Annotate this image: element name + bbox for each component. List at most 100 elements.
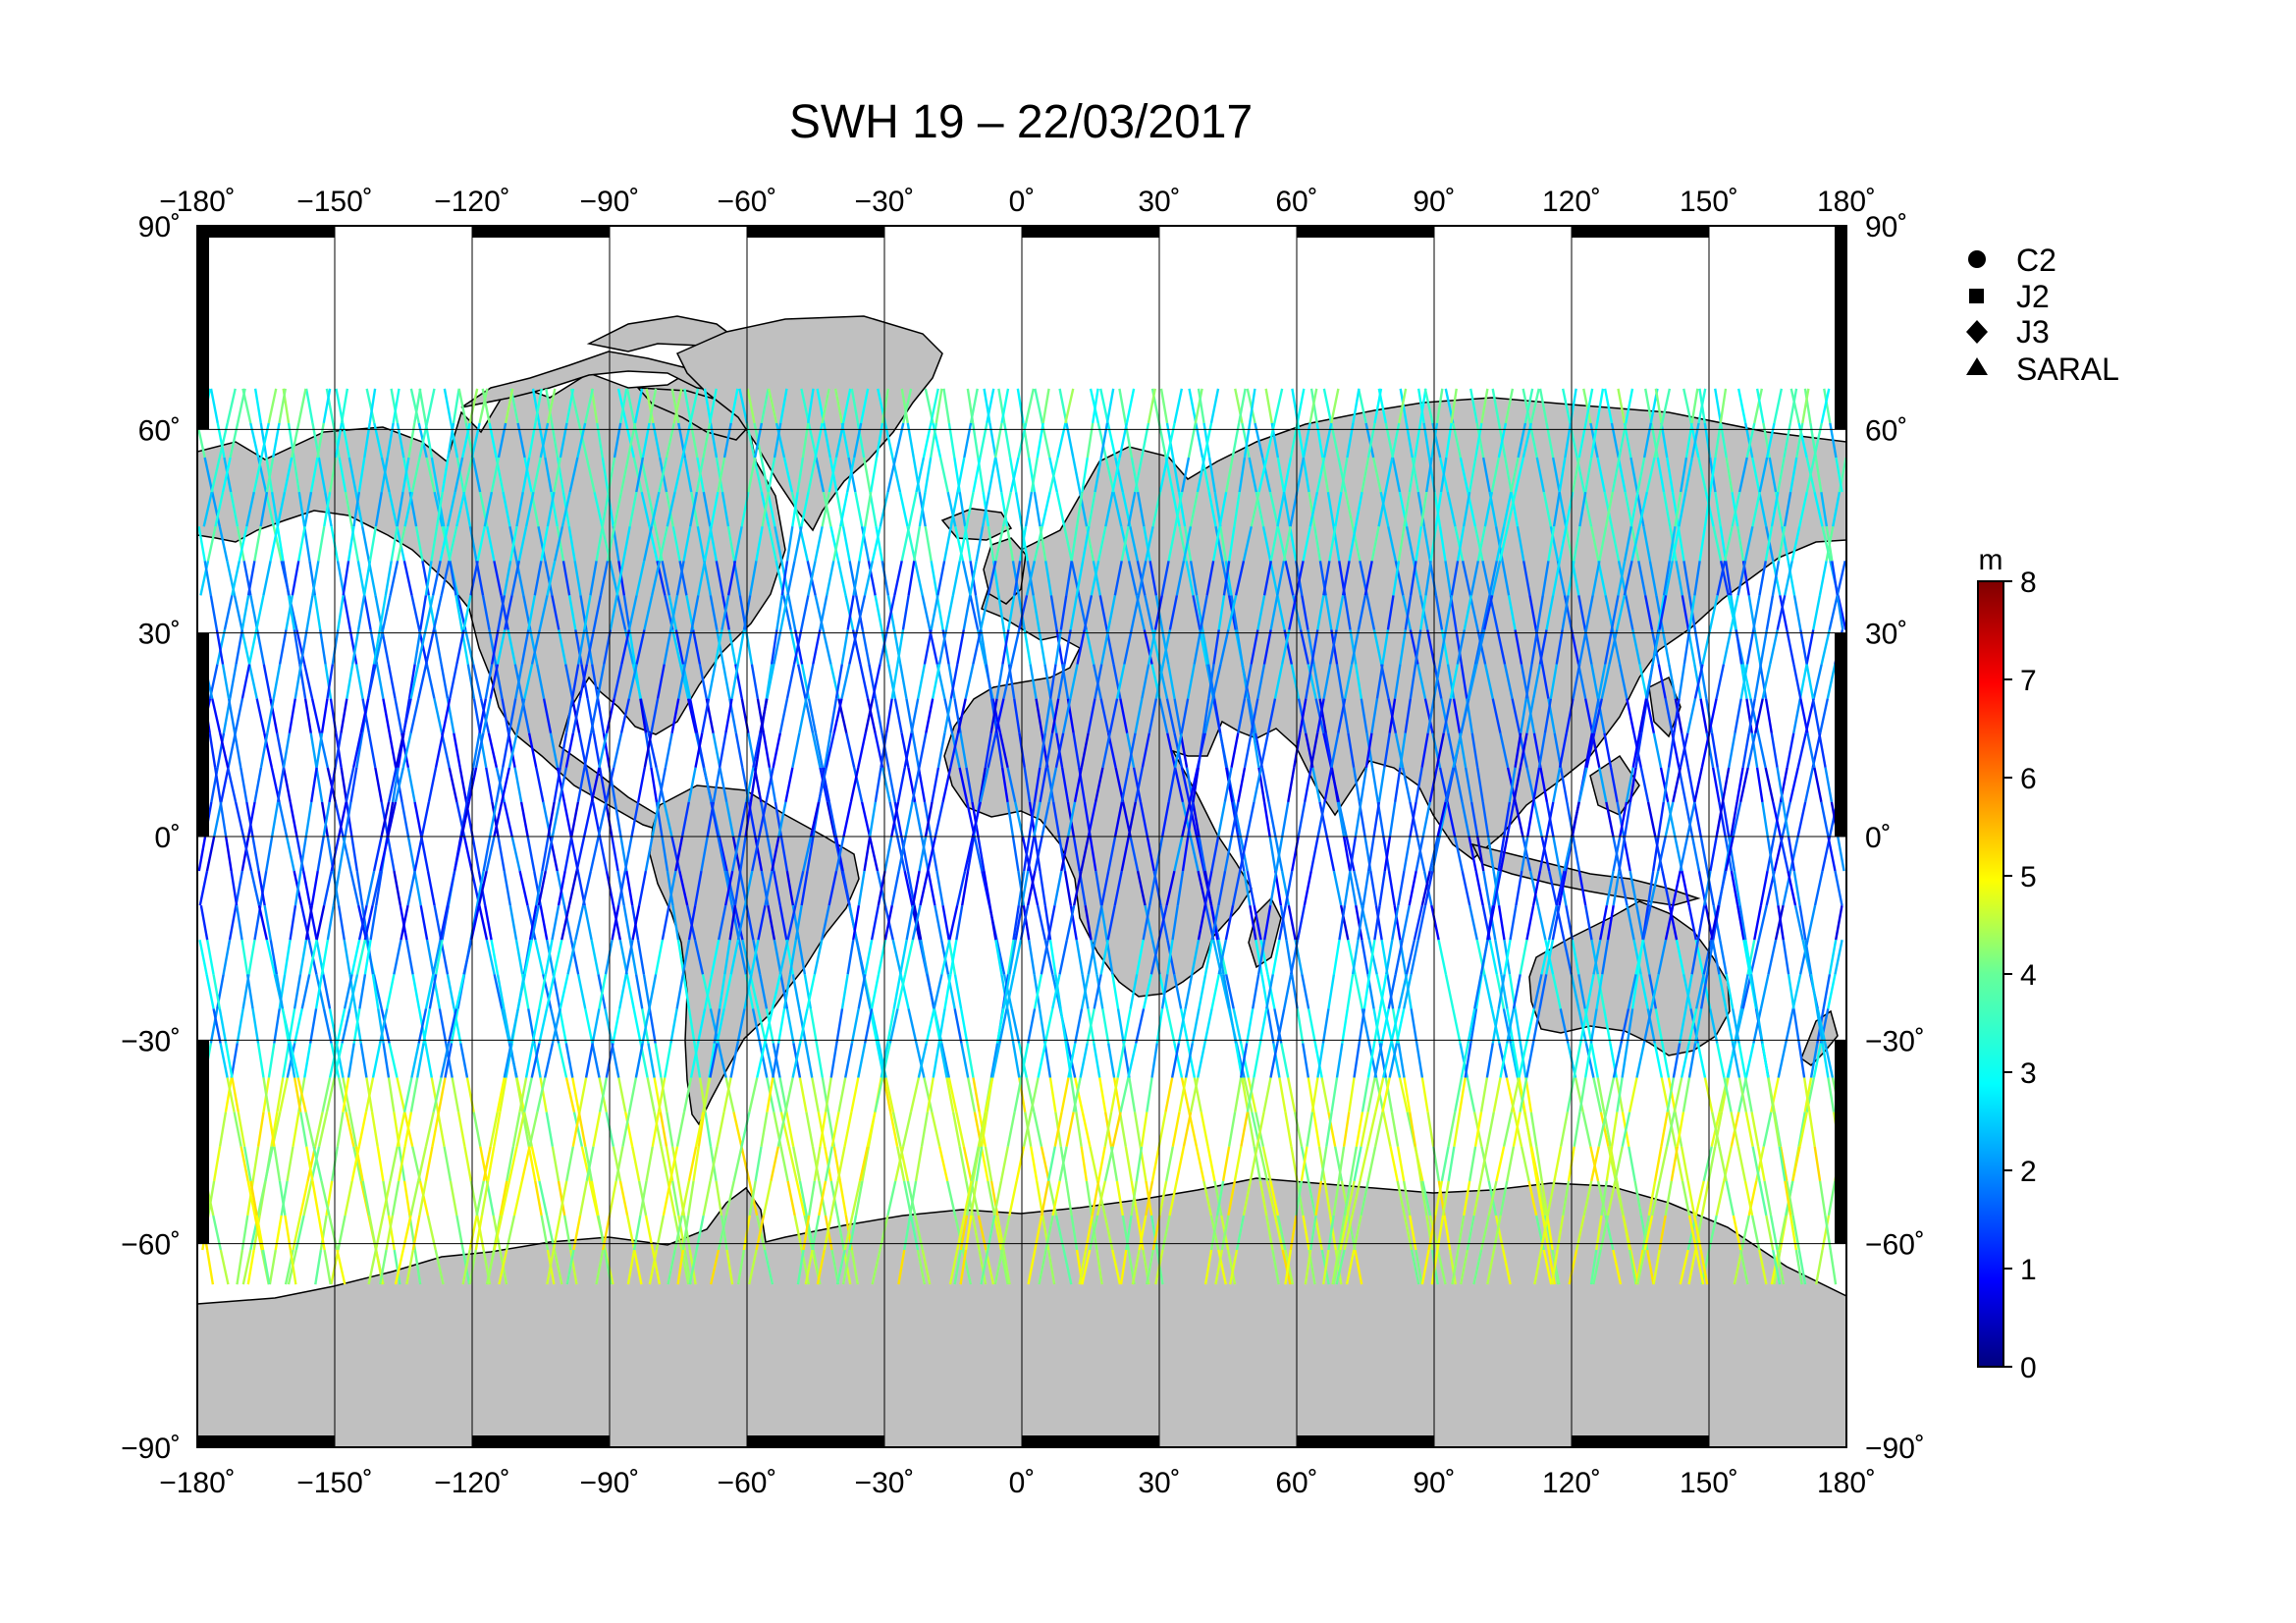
track-segment <box>1836 595 1844 630</box>
track-segment <box>664 1043 672 1078</box>
track-segment <box>1360 767 1368 803</box>
track-segment <box>875 526 883 562</box>
track-segment <box>302 1180 313 1217</box>
track-segment <box>851 629 862 665</box>
track-segment <box>1276 457 1286 493</box>
track-segment <box>879 629 889 665</box>
track-segment <box>409 1180 420 1217</box>
track-segment <box>428 974 438 1009</box>
track-segment <box>378 1008 389 1044</box>
track-segment <box>639 1180 648 1217</box>
track-segment <box>1614 1146 1624 1182</box>
track-segment <box>804 1249 814 1285</box>
track-segment <box>1798 491 1808 527</box>
track-segment <box>1241 1077 1250 1112</box>
track-segment <box>216 732 226 769</box>
track-segment <box>1347 732 1356 769</box>
track-segment <box>582 801 593 838</box>
track-segment <box>1754 698 1764 733</box>
track-segment <box>1645 698 1656 733</box>
track-segment <box>1657 940 1668 975</box>
track-segment <box>907 561 916 596</box>
track-segment <box>1449 664 1459 699</box>
track-segment <box>1182 1111 1193 1148</box>
track-segment <box>1210 974 1220 1009</box>
track-segment <box>1181 801 1192 838</box>
track-segment <box>197 526 206 562</box>
track-segment <box>1540 940 1551 975</box>
track-segment <box>1381 1077 1391 1112</box>
track-segment <box>979 767 989 803</box>
track-segment <box>1459 457 1469 493</box>
track-segment <box>787 595 797 630</box>
track-segment <box>1674 1111 1683 1148</box>
track-segment <box>689 491 699 527</box>
track-segment <box>1659 767 1670 803</box>
track-segment <box>1725 974 1735 1009</box>
track-segment <box>1573 1111 1581 1147</box>
track-segment <box>632 457 643 493</box>
track-segment <box>1103 1111 1113 1148</box>
track-segment <box>627 664 638 699</box>
track-segment <box>341 422 351 459</box>
track-segment <box>491 801 500 838</box>
track-segment <box>1384 422 1395 459</box>
track-segment <box>947 422 956 459</box>
track-segment <box>348 1111 358 1148</box>
track-segment <box>439 525 450 562</box>
track-segment <box>545 1215 556 1251</box>
track-segment <box>230 491 240 527</box>
track-segment <box>1354 491 1363 527</box>
track-segment <box>1382 1043 1393 1078</box>
track-segment <box>1538 629 1548 665</box>
track-segment <box>1452 422 1463 459</box>
track-segment <box>1350 629 1361 665</box>
track-segment <box>1366 1111 1377 1148</box>
track-segment <box>1753 904 1763 941</box>
track-segment <box>328 1043 339 1078</box>
track-segment <box>1456 629 1466 665</box>
track-segment <box>1281 801 1290 838</box>
track-segment <box>1346 422 1355 459</box>
track-segment <box>1398 388 1408 424</box>
track-segment <box>920 1111 930 1147</box>
track-segment <box>596 422 604 459</box>
track-segment <box>723 940 731 975</box>
track-segment <box>1194 388 1203 424</box>
track-segment <box>962 1146 973 1182</box>
track-segment <box>1718 1146 1728 1182</box>
track-segment <box>1700 1180 1710 1217</box>
track-segment <box>868 836 880 872</box>
track-segment <box>1725 1008 1735 1044</box>
track-segment <box>553 767 561 803</box>
track-segment <box>479 698 491 734</box>
track-segment <box>648 1008 657 1044</box>
track-segment <box>1615 1180 1625 1217</box>
track-segment <box>1730 870 1739 906</box>
track-segment <box>943 974 952 1009</box>
track-segment <box>255 1215 265 1251</box>
track-segment <box>1306 1111 1314 1147</box>
track-segment <box>965 767 974 803</box>
track-segment <box>1050 698 1060 733</box>
track-segment <box>1590 664 1600 699</box>
track-segment <box>1189 561 1199 596</box>
track-segment <box>1058 940 1069 975</box>
track-segment <box>988 422 997 459</box>
track-segment <box>576 422 587 459</box>
track-segment <box>937 1008 946 1044</box>
track-segment <box>355 870 364 906</box>
track-segment <box>1129 836 1140 872</box>
track-segment <box>410 595 421 630</box>
track-segment <box>661 561 670 596</box>
track-segment <box>1797 1249 1807 1285</box>
map-frame <box>197 226 1846 1447</box>
track-segment <box>1684 974 1693 1009</box>
track-segment <box>721 491 730 527</box>
track-segment <box>1666 1077 1676 1112</box>
track-segment <box>1712 525 1723 562</box>
track-segment <box>972 629 983 665</box>
track-segment <box>377 1008 385 1044</box>
track-segment <box>722 422 732 459</box>
track-segment <box>1230 801 1240 838</box>
